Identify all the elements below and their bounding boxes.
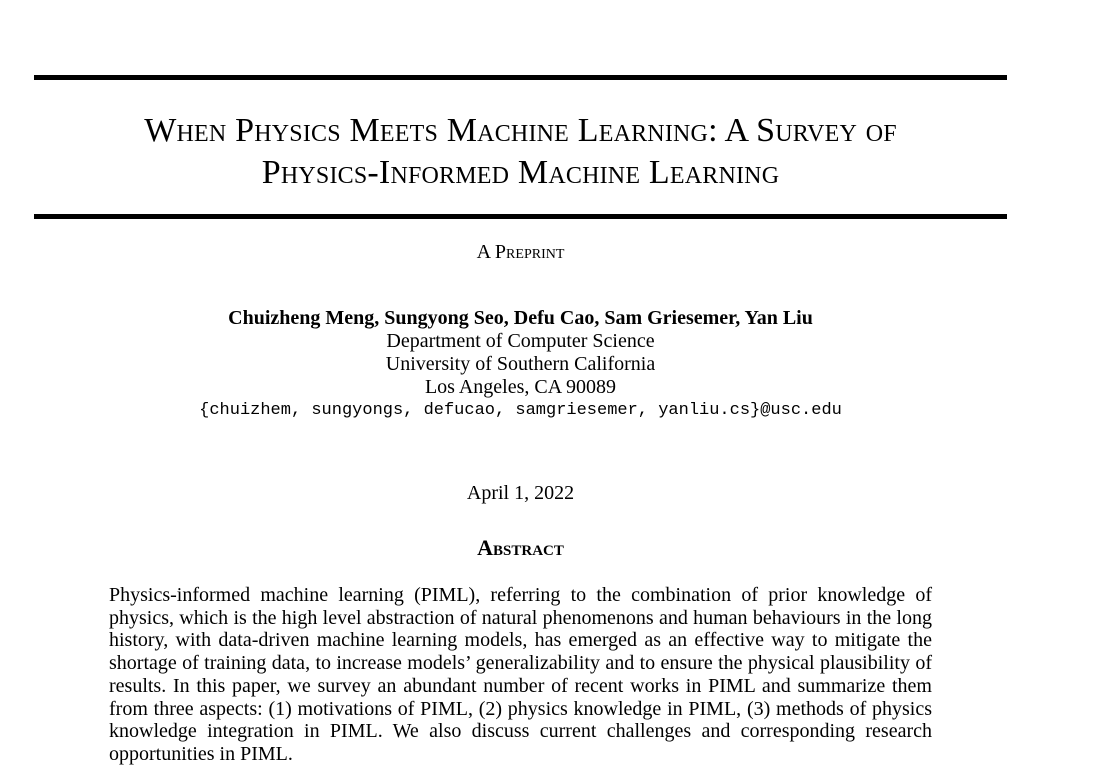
abstract-text: Physics-informed machine learning (PIML)…: [109, 584, 932, 765]
title-top-rule: [34, 75, 1007, 80]
title-bottom-rule: [34, 214, 1007, 219]
university: University of Southern California: [385, 353, 656, 375]
author-list: Chuizheng Meng, Sungyong Seo, Defu Cao, …: [228, 307, 813, 329]
preprint-label: A Preprint: [476, 241, 565, 263]
title-line-2: Physics-Informed Machine Learning: [261, 154, 780, 191]
title-line-1: When Physics Meets Machine Learning: A S…: [144, 112, 897, 149]
publication-date: April 1, 2022: [466, 482, 575, 504]
author-emails: {chuizhem, sungyongs, defucao, samgriese…: [199, 401, 842, 420]
author-block: Chuizheng Meng, Sungyong Seo, Defu Cao, …: [34, 307, 1007, 422]
location: Los Angeles, CA 90089: [424, 376, 617, 398]
abstract-heading: Abstract: [477, 535, 564, 560]
paper-title: When Physics Meets Machine Learning: A S…: [34, 110, 1007, 194]
department: Department of Computer Science: [386, 330, 655, 352]
